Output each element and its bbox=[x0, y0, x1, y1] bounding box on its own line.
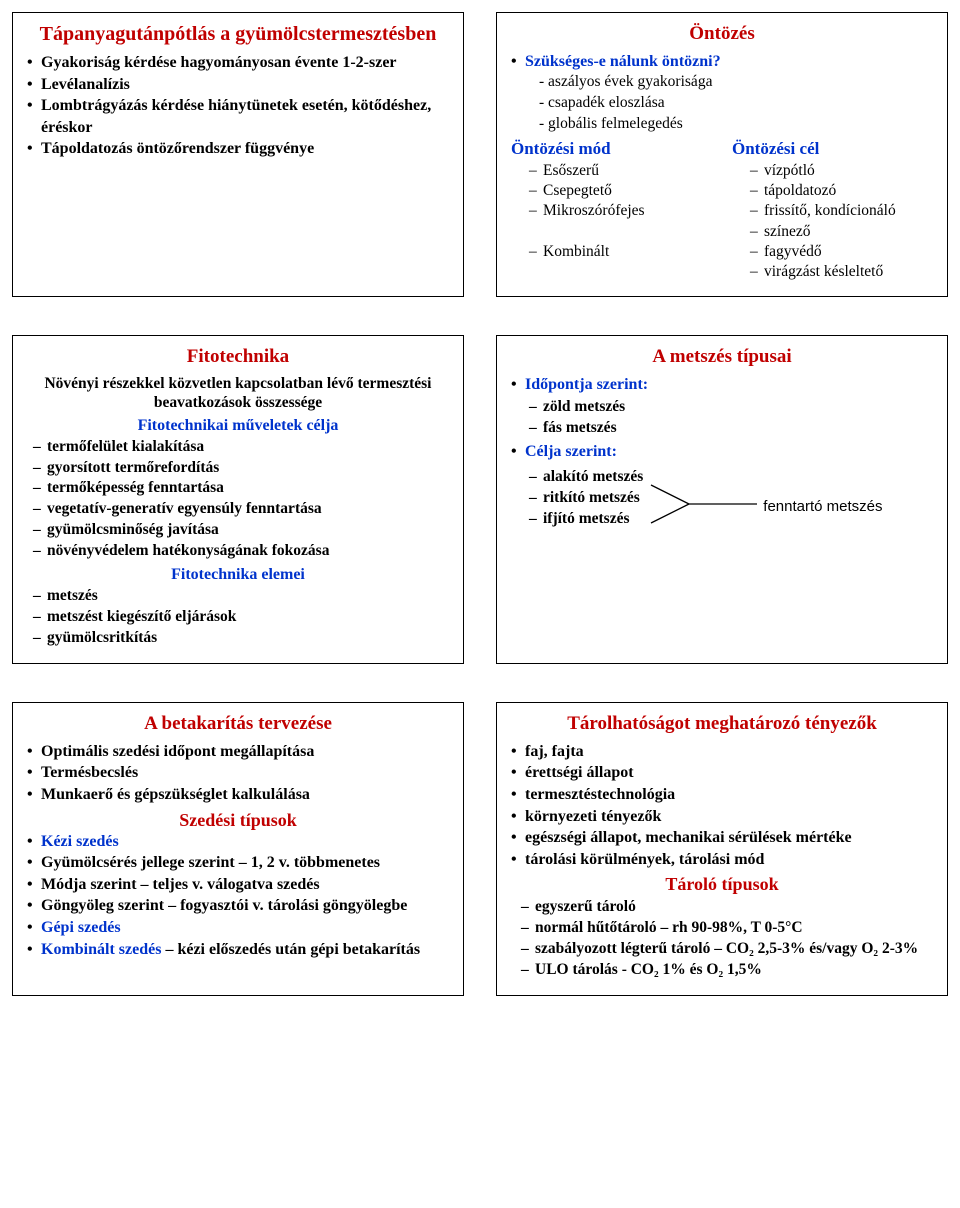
list-item: Levélanalízis bbox=[27, 74, 449, 96]
list-item: Mikroszórófejes bbox=[529, 201, 712, 221]
time-list: zöld metszés fás metszés bbox=[511, 397, 933, 439]
brace-icon bbox=[649, 481, 759, 532]
goal-list: vízpótló tápoldatozó frissítő, kondícion… bbox=[732, 161, 933, 282]
list-item: gyümölcsminőség javítása bbox=[33, 520, 449, 541]
list-item: metszést kiegészítő eljárások bbox=[33, 607, 449, 628]
list-item: Tápoldatozás öntözőrendszer függvénye bbox=[27, 138, 449, 160]
list-item: frissítő, kondícionáló bbox=[750, 201, 933, 221]
panel-title: Fitotechnika bbox=[27, 346, 449, 368]
list-item: vegetatív-generatív egyensúly fenntartás… bbox=[33, 499, 449, 520]
type-head: Kombinált szedés bbox=[41, 941, 161, 958]
panel-pruning-types: A metszés típusai Időpontja szerint: zöl… bbox=[496, 335, 948, 664]
reason-line: - csapadék eloszlása bbox=[511, 93, 933, 114]
panel-nutrition: Tápanyagutánpótlás a gyümölcstermesztésb… bbox=[12, 12, 464, 297]
list-item: környezeti tényezők bbox=[511, 806, 933, 828]
panel-harvest-planning: A betakarítás tervezése Optimális szedés… bbox=[12, 702, 464, 996]
irrigation-mode-col: Öntözési mód Esőszerű Csepegtető Mikrosz… bbox=[511, 139, 712, 282]
elements-list: metszés metszést kiegészítő eljárások gy… bbox=[27, 586, 449, 649]
subheading: Szedési típusok bbox=[27, 810, 449, 831]
by-goal: Célja szerint: bbox=[511, 441, 933, 463]
planning-list: Optimális szedési időpont megállapítása … bbox=[27, 741, 449, 806]
list-item: alakító metszés bbox=[529, 467, 643, 488]
list-item: Termésbecslés bbox=[27, 762, 449, 784]
list-item: fagyvédő bbox=[750, 242, 933, 262]
combined-line: Kombinált szedés – kézi előszedés után g… bbox=[27, 939, 449, 961]
mode-list: Esőszerű Csepegtető Mikroszórófejes · Ko… bbox=[511, 161, 712, 262]
list-item: tárolási körülmények, tárolási mód bbox=[511, 849, 933, 871]
list-item: Gyakoriság kérdése hagyományosan évente … bbox=[27, 52, 449, 74]
panel-fitotechnika: Fitotechnika Növényi részekkel közvetlen… bbox=[12, 335, 464, 664]
panel-title: Tárolhatóságot meghatározó tényezők bbox=[511, 713, 933, 735]
list-item: zöld metszés bbox=[529, 397, 933, 418]
combined-rest: – kézi előszedés után gépi betakarítás bbox=[161, 941, 420, 958]
list-item: Göngyöleg szerint – fogyasztói v. tárolá… bbox=[27, 895, 449, 917]
list-item: ifjító metszés bbox=[529, 509, 643, 530]
storage-types: egyszerű tároló normál hűtőtároló – rh 9… bbox=[511, 897, 933, 981]
list-item: virágzást késleltető bbox=[750, 262, 933, 282]
list-item: faj, fajta bbox=[511, 741, 933, 763]
list-item: Munkaerő és gépszükséglet kalkulálása bbox=[27, 784, 449, 806]
subheading: Fitotechnika elemei bbox=[27, 566, 449, 584]
goals-list: termőfelület kialakítása gyorsított term… bbox=[27, 437, 449, 563]
subheading: Tároló típusok bbox=[511, 874, 933, 895]
list-item: Gyümölcsérés jellege szerint – 1, 2 v. t… bbox=[27, 852, 449, 874]
type-head: Kézi szedés bbox=[41, 833, 119, 850]
list-item: Lombtrágyázás kérdése hiánytünetek eseté… bbox=[27, 95, 449, 138]
list-item: vízpótló bbox=[750, 161, 933, 181]
list-item: termőfelület kialakítása bbox=[33, 437, 449, 458]
group-head: Célja szerint: bbox=[525, 443, 617, 460]
panel-title: Öntözés bbox=[511, 23, 933, 45]
list-item: Kombinált bbox=[529, 242, 712, 262]
list-item: metszés bbox=[33, 586, 449, 607]
list-item: Csepegtető bbox=[529, 181, 712, 201]
list-item: normál hűtőtároló – rh 90-98%, T 0-5°C bbox=[521, 918, 933, 939]
picking-types: Kézi szedés Gyümölcsérés jellege szerint… bbox=[27, 831, 449, 961]
panel-irrigation: Öntözés Szükséges-e nálunk öntözni? - as… bbox=[496, 12, 948, 297]
list-item: egyszerű tároló bbox=[521, 897, 933, 918]
brace-label: fenntartó metszés bbox=[759, 498, 882, 515]
panel-title: Tápanyagutánpótlás a gyümölcstermesztésb… bbox=[27, 23, 449, 46]
list-item: Optimális szedési időpont megállapítása bbox=[27, 741, 449, 763]
panel-storage: Tárolhatóságot meghatározó tényezők faj,… bbox=[496, 702, 948, 996]
list-item: termesztéstechnológia bbox=[511, 784, 933, 806]
irrigation-goal-col: Öntözési cél vízpótló tápoldatozó frissí… bbox=[732, 139, 933, 282]
list-item: gyorsított termőrefordítás bbox=[33, 458, 449, 479]
panel-title: A betakarítás tervezése bbox=[27, 713, 449, 735]
subheading: Fitotechnikai műveletek célja bbox=[27, 417, 449, 435]
list-item: színező bbox=[750, 222, 933, 242]
group-head: Időpontja szerint: bbox=[525, 376, 648, 393]
col-head: Öntözési mód bbox=[511, 139, 712, 159]
by-time: Időpontja szerint: bbox=[511, 374, 933, 396]
list-item: tápoldatozó bbox=[750, 181, 933, 201]
irrigation-question: Szükséges-e nálunk öntözni? bbox=[511, 51, 933, 73]
list-item: ULO tárolás - CO₂ 1% és O₂ 1,5% bbox=[521, 960, 933, 981]
type-head: Gépi szedés bbox=[41, 919, 121, 936]
list-item: ritkító metszés bbox=[529, 488, 643, 509]
list-item: szabályozott légterű tároló – CO₂ 2,5-3%… bbox=[521, 939, 933, 960]
question-text: Szükséges-e nálunk öntözni? bbox=[525, 53, 721, 70]
reason-line: - aszályos évek gyakorisága bbox=[511, 72, 933, 93]
goal-list: alakító metszés ritkító metszés ifjító m… bbox=[511, 467, 643, 530]
factors-list: faj, fajta érettségi állapot termesztést… bbox=[511, 741, 933, 871]
panel-title: A metszés típusai bbox=[511, 346, 933, 368]
list-item: növényvédelem hatékonyságának fokozása bbox=[33, 541, 449, 562]
list-item: fás metszés bbox=[529, 418, 933, 439]
list-item: Esőszerű bbox=[529, 161, 712, 181]
list-item: egészségi állapot, mechanikai sérülések … bbox=[511, 827, 933, 849]
list-item: Módja szerint – teljes v. válogatva szed… bbox=[27, 874, 449, 896]
list-item: gyümölcsritkítás bbox=[33, 628, 449, 649]
nutrition-list: Gyakoriság kérdése hagyományosan évente … bbox=[27, 52, 449, 160]
definition-text: Növényi részekkel közvetlen kapcsolatban… bbox=[27, 374, 449, 413]
reason-line: - globális felmelegedés bbox=[511, 114, 933, 135]
list-item: érettségi állapot bbox=[511, 762, 933, 784]
col-head: Öntözési cél bbox=[732, 139, 933, 159]
list-item: termőképesség fenntartása bbox=[33, 478, 449, 499]
